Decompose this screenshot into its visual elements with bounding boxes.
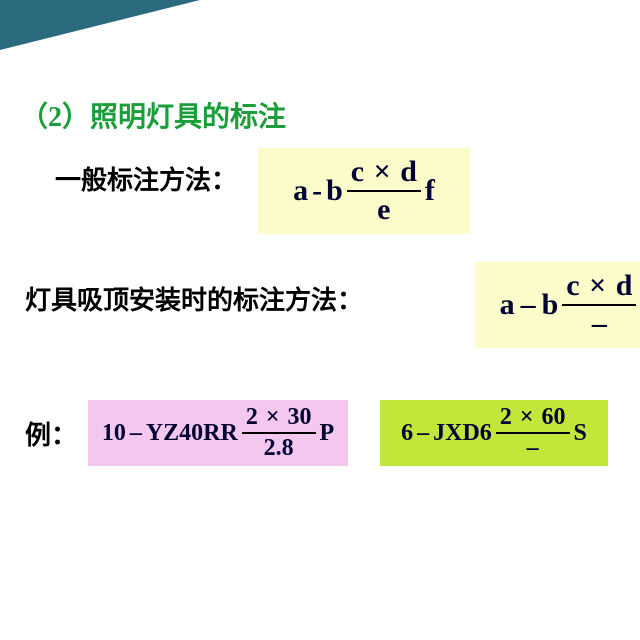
numerator: c × d (562, 268, 636, 304)
val-b: JXD6 (433, 420, 492, 447)
label-general-method: 一般标注方法： (55, 160, 237, 197)
dash: – (130, 420, 142, 447)
times-icon: × (374, 155, 391, 188)
dash: – (521, 288, 536, 322)
var-b: b (542, 288, 559, 322)
corner-decoration (0, 0, 200, 50)
var-b: b (326, 174, 343, 208)
denominator: 2.8 (260, 434, 298, 463)
denominator: e (373, 192, 394, 228)
var-c: c (351, 155, 364, 188)
var-f: f (425, 174, 435, 208)
section-heading: （2）照明灯具的标注 (20, 95, 286, 135)
var-a: a (293, 174, 308, 208)
dash: - (312, 174, 322, 208)
val-f: P (320, 420, 335, 447)
label-ceiling-method: 灯具吸顶安装时的标注方法： (25, 280, 363, 317)
val-b: YZ40RR (146, 420, 238, 447)
var-d: d (616, 269, 633, 302)
fraction: c × d e (347, 154, 421, 228)
var-d: d (400, 155, 417, 188)
times-icon: × (589, 269, 606, 302)
formula-ceiling: a – b c × d – f (475, 262, 640, 348)
fraction: c × d – (562, 268, 636, 342)
label-example: 例： (25, 415, 77, 452)
val-c: 2 (246, 404, 258, 430)
numerator: 2 × 30 (242, 403, 316, 432)
denominator: – (523, 434, 543, 463)
dash: – (417, 420, 429, 447)
fraction: 2 × 60 – (496, 403, 570, 463)
val-a: 10 (102, 420, 126, 447)
val-a: 6 (401, 420, 413, 447)
numerator: 2 × 60 (496, 403, 570, 432)
val-d: 30 (288, 404, 312, 430)
times-icon: × (266, 404, 280, 430)
times-icon: × (520, 404, 534, 430)
val-f: S (574, 420, 587, 447)
val-c: 2 (500, 404, 512, 430)
formula-example-2: 6 – JXD6 2 × 60 – S (380, 400, 608, 466)
var-c: c (566, 269, 579, 302)
numerator: c × d (347, 154, 421, 190)
denominator: – (588, 306, 611, 342)
formula-general: a - b c × d e f (258, 148, 470, 234)
var-a: a (500, 288, 515, 322)
formula-example-1: 10 – YZ40RR 2 × 30 2.8 P (88, 400, 348, 466)
fraction: 2 × 30 2.8 (242, 403, 316, 463)
val-d: 60 (542, 404, 566, 430)
